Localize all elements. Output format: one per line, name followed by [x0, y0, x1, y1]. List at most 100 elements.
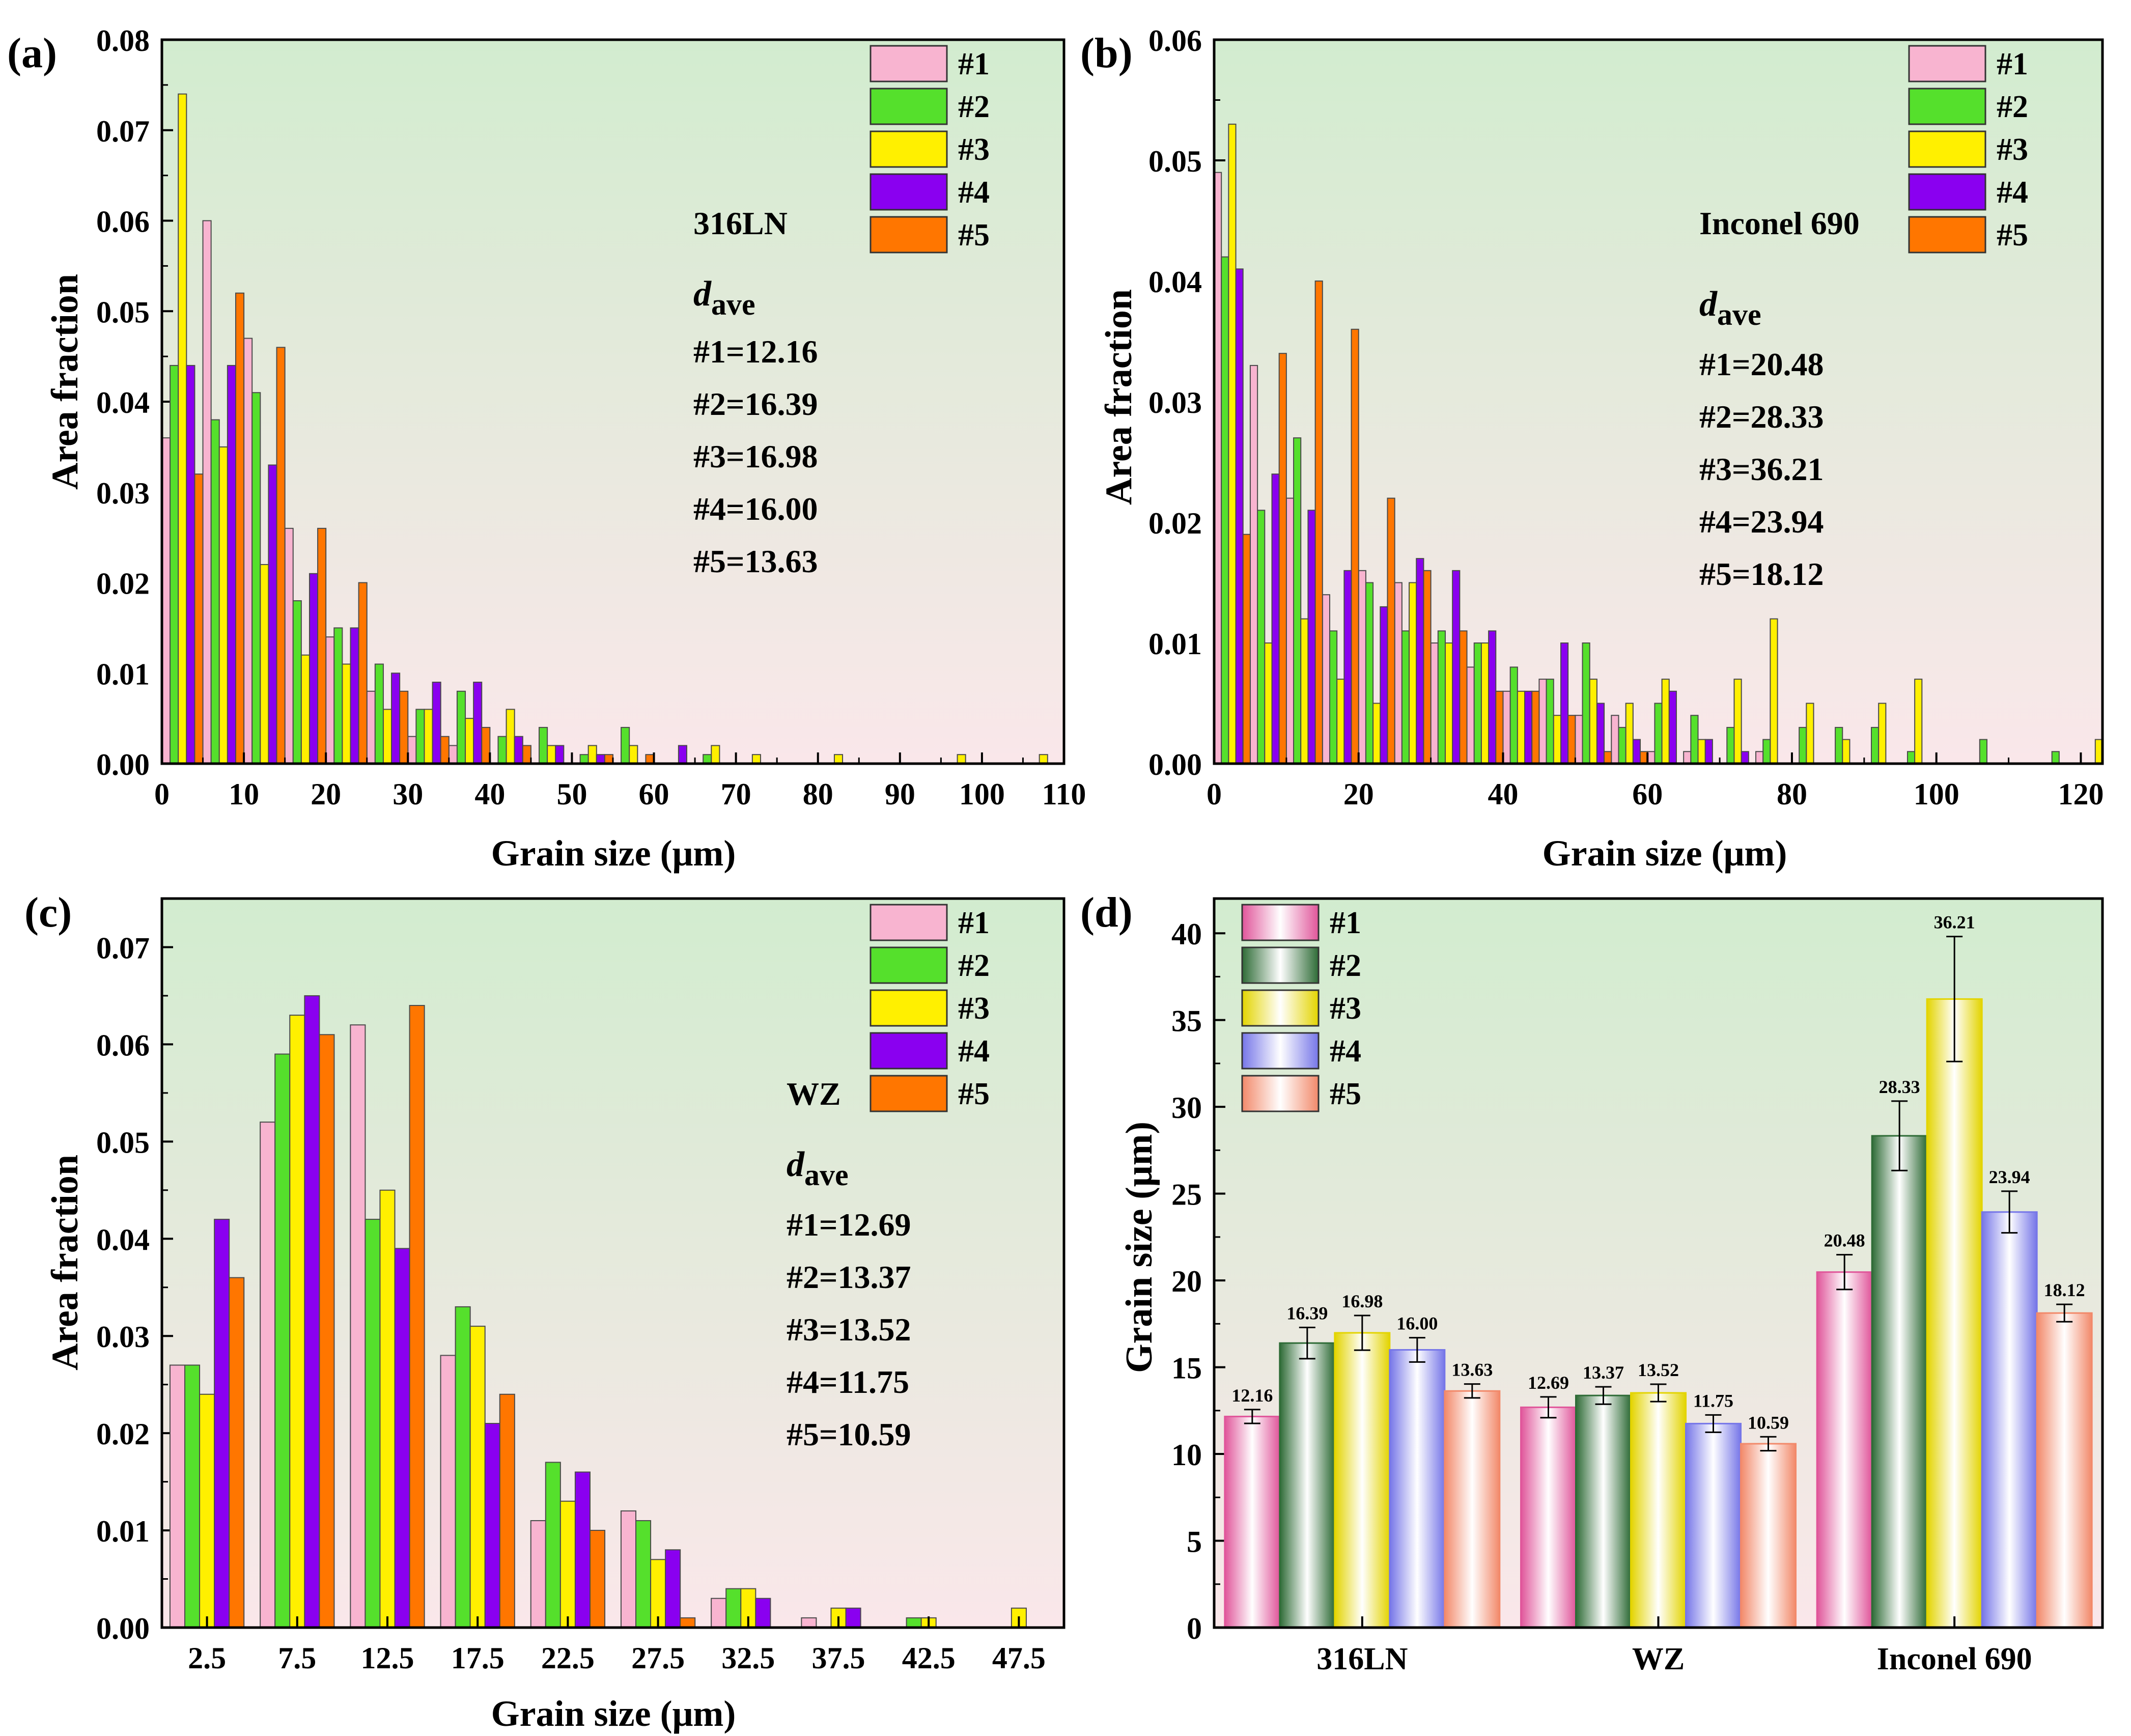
panel-c-xtick-label: 22.5 [541, 1641, 595, 1675]
panel-b-ytick-label: 0.00 [1148, 748, 1202, 781]
panel-a-bar-s3-19 [957, 754, 966, 764]
panel-d-ytick-label: 5 [1187, 1525, 1202, 1559]
panel-d-bar-s4-1 [1685, 1422, 1742, 1629]
panel-b-bar-s1-6 [1430, 642, 1439, 764]
panel-c-bar-s1-6 [711, 1598, 727, 1628]
panel-b-histogram-inconel690: (b) Area fraction Grain size (μm) Incone… [1080, 24, 2104, 874]
panel-a-bar-s2-8 [497, 736, 507, 765]
panel-c-xlabel: Grain size (μm) [491, 1693, 736, 1734]
panel-c-bar-s1-1 [260, 1122, 276, 1629]
panel-c-ytick-label: 0.05 [96, 1126, 150, 1159]
panel-a-legend-label-1: #1 [958, 47, 990, 81]
panel-b-bar-s3-12 [1661, 679, 1670, 764]
panel-b-bar-s2-8 [1509, 666, 1518, 765]
panel-a-bar-s5-6 [440, 736, 450, 765]
panel-a-legend-label-3: #3 [958, 132, 990, 167]
panel-c-xtick-label: 32.5 [721, 1641, 775, 1675]
panel-c-bar-s5-4 [589, 1530, 606, 1628]
panel-c-histogram-wz: (c) Area fraction Grain size (μm) WZ dav… [24, 889, 1066, 1734]
panel-b-bar-s1-8 [1502, 690, 1511, 765]
panel-b-dave-5: #5=18.12 [1699, 556, 1824, 592]
panel-a-ytick-label: 0.04 [96, 386, 150, 419]
panel-a-legend-swatch-3 [870, 130, 948, 168]
panel-d-bar-s2-1 [1575, 1394, 1632, 1629]
panel-c-bar-s1-3 [440, 1355, 456, 1629]
panel-b-bar-s3-2 [1300, 618, 1309, 764]
panel-a-bar-s5-3 [317, 527, 327, 764]
panel-b-ytick-label: 0.01 [1148, 627, 1202, 661]
panel-b-legend-swatch-2 [1908, 88, 1986, 125]
panel-b-ytick-label: 0.06 [1148, 24, 1202, 58]
panel-a-bar-s3-2 [260, 564, 269, 764]
panel-c-bar-s3-3 [469, 1326, 486, 1628]
panel-a-bar-s1-3 [284, 527, 294, 764]
panel-b-bar-s2-15 [1762, 739, 1771, 764]
panel-d-bar-s4-0 [1389, 1349, 1446, 1629]
panel-b-bar-s4-6 [1452, 570, 1461, 765]
panel-b-xtick-label: 120 [2058, 777, 2104, 811]
panel-c-bar-s3-2 [379, 1189, 396, 1629]
panel-b-bar-s3-16 [1806, 703, 1814, 764]
panel-a-bar-s2-6 [415, 709, 425, 764]
panel-b-bar-s2-4 [1365, 582, 1374, 764]
panel-c-bar-s4-6 [755, 1598, 771, 1628]
panel-b-bar-s3-7 [1480, 642, 1490, 764]
panel-a-bar-s3-11 [629, 745, 638, 764]
panel-c-legend-label-3: #3 [958, 991, 990, 1026]
panel-b-bar-s1-9 [1538, 679, 1547, 764]
panel-c-bar-s4-7 [845, 1607, 861, 1628]
panel-a-xlabel: Grain size (μm) [491, 833, 736, 874]
panel-c-xtick-label: 2.5 [188, 1641, 226, 1675]
panel-b-bar-s3-15 [1770, 618, 1778, 764]
panel-b-legend-swatch-5 [1908, 216, 1986, 254]
panel-a-xtick-label: 20 [311, 777, 341, 811]
panel-a-bar-s4-3 [309, 573, 319, 764]
panel-a-bar-s3-10 [587, 745, 597, 764]
panel-b-dave-3: #3=36.21 [1699, 451, 1824, 487]
panel-c-ytick-label: 0.02 [96, 1417, 150, 1451]
panel-a-bar-s2-0 [170, 365, 179, 764]
panel-c-ytick-label: 0.03 [96, 1320, 150, 1354]
panel-b-legend-swatch-1 [1908, 45, 1986, 82]
panel-b-bar-s3-13 [1697, 739, 1706, 764]
panel-c-bar-s1-2 [350, 1024, 366, 1628]
panel-c-bar-s2-5 [635, 1520, 652, 1629]
panel-c-ytick-label: 0.01 [96, 1515, 150, 1548]
panel-d-ylabel: Grain size (μm) [1118, 1122, 1160, 1373]
panel-b-bar-s5-10 [1604, 751, 1612, 765]
panel-a-bar-s4-1 [227, 365, 236, 764]
panel-d-data-label: 16.00 [1396, 1313, 1438, 1334]
panel-d-legend-label-1: #1 [1330, 906, 1361, 940]
panel-c-material: WZ [787, 1076, 841, 1112]
panel-d-ytick-label: 15 [1171, 1352, 1202, 1385]
panel-a-legend-label-4: #4 [958, 175, 990, 210]
panel-b-bar-s4-11 [1632, 739, 1641, 764]
panel-a-ytick-label: 0.02 [96, 567, 150, 601]
panel-d-ytick-label: 10 [1171, 1438, 1202, 1472]
panel-a-bar-s4-0 [186, 365, 195, 764]
panel-c-bar-s4-3 [484, 1423, 500, 1629]
panel-b-bar-s2-23 [2051, 751, 2060, 765]
panel-c-bar-s1-5 [620, 1510, 637, 1628]
panel-b-bar-s3-11 [1625, 703, 1634, 764]
panel-a-bar-s2-13 [703, 754, 712, 764]
panel-a-bar-s5-1 [235, 292, 245, 764]
panel-b-bar-s2-12 [1654, 703, 1663, 764]
panel-d-data-label: 36.21 [1934, 912, 1975, 933]
panel-b-legend-label-3: #3 [1997, 132, 2028, 167]
panel-a-ylabel: Area fraction [44, 274, 86, 490]
panel-c-bars [169, 995, 1027, 1629]
panel-d-bars: 12.16 16.39 16.98 16.00 13.63 12.69 13.37 13.52… [1224, 912, 2093, 1629]
panel-a-xtick-label: 50 [556, 777, 587, 811]
panel-b-bar-s3-10 [1589, 679, 1597, 764]
panel-b-bar-s4-13 [1704, 739, 1713, 764]
panel-c-bar-s5-5 [680, 1617, 696, 1629]
panel-a-bar-s3-5 [382, 709, 392, 764]
panel-a-bar-s3-13 [711, 745, 720, 764]
panel-d-ytick-label: 25 [1171, 1178, 1202, 1212]
panel-b-bar-s4-8 [1524, 690, 1533, 765]
panel-c-bar-s4-1 [304, 995, 320, 1628]
panel-a-dave-5: #5=13.63 [693, 543, 818, 579]
panel-d-ytick-label: 35 [1171, 1004, 1202, 1038]
